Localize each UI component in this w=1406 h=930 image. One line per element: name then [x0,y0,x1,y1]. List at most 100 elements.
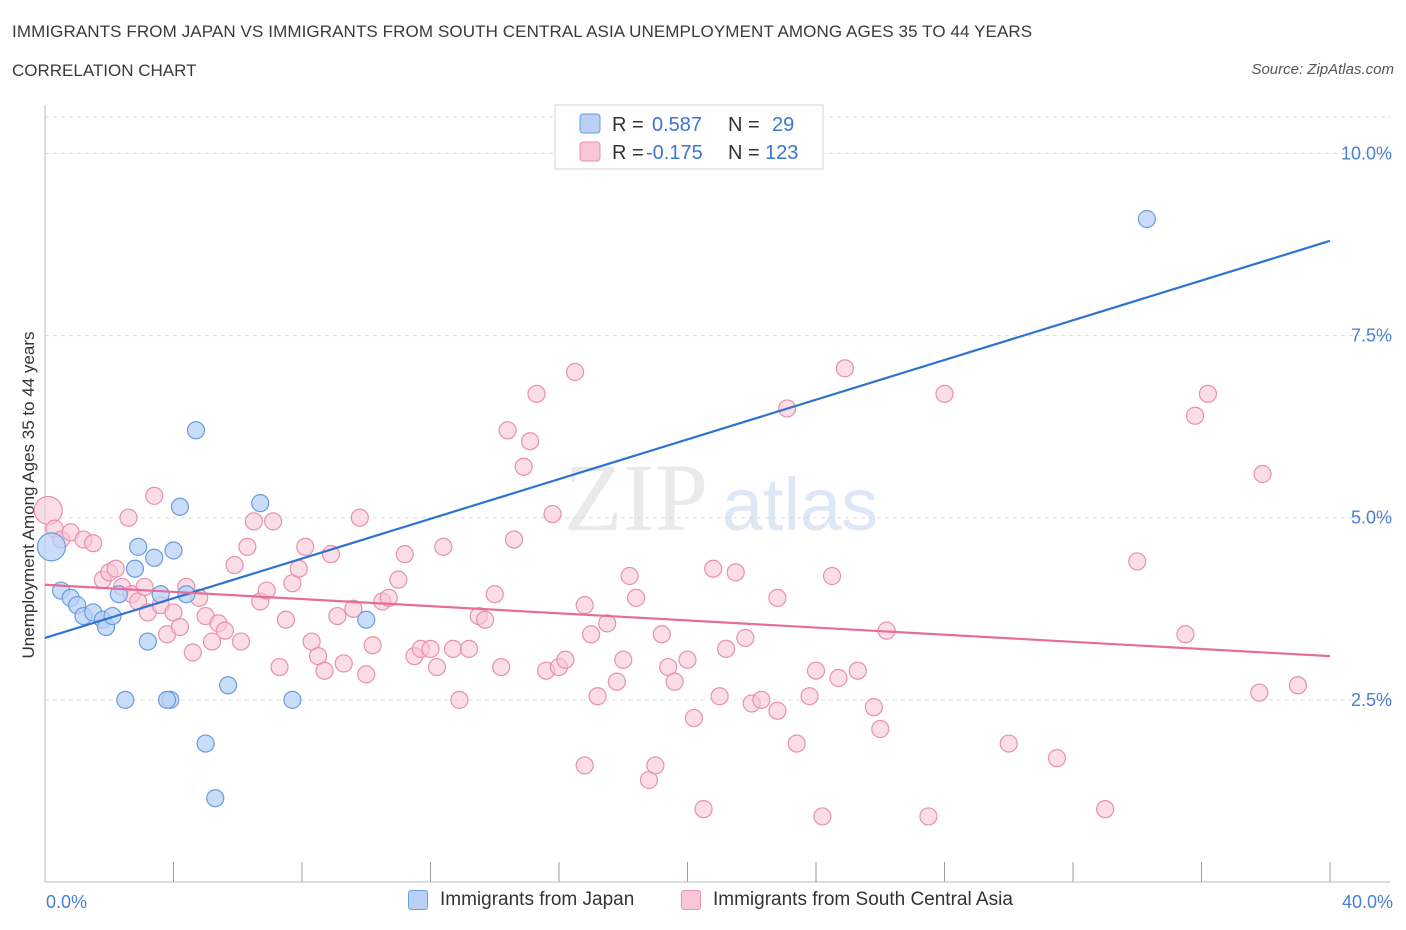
asia-point-81 [620,566,639,586]
asia-point-119 [1198,384,1218,403]
axes [44,105,1390,883]
legend-item-japan: Immigrants from Japan [408,889,634,911]
asia-point-34 [270,657,289,677]
japan-point-22 [251,494,270,513]
asia-point-15 [145,486,164,505]
asia-point-77 [588,687,607,706]
legend-r-value-asia: -0.175 [646,142,703,164]
legend-swatch-asia [579,141,601,162]
asia-point-88 [678,650,697,669]
japan-point-12 [138,632,157,651]
asia-point-59 [450,690,469,709]
series-japan [36,209,1156,808]
asia-point-13 [135,577,154,597]
japan-point-24 [357,610,376,629]
asia-point-102 [806,661,826,680]
asia-point-100 [787,734,806,753]
asia-point-111 [919,807,938,826]
asia-point-66 [504,530,524,549]
legend-n-label-asia: N = [728,142,760,164]
asia-point-5 [84,534,103,553]
japan-point-13 [145,548,164,567]
asia-point-116 [1128,552,1147,571]
japan-point-27 [1137,209,1156,229]
japan-point-20 [206,789,225,808]
legend-item-asia: Immigrants from South Central Asia [681,889,1013,911]
asia-point-74 [565,362,585,382]
asia-point-27 [225,555,244,575]
asia-point-8 [106,559,125,578]
asia-point-56 [427,657,447,677]
y-tick-label-3: 10.0% [1341,143,1392,163]
asia-point-91 [704,559,723,578]
asia-point-44 [334,654,353,673]
asia-point-73 [556,650,575,669]
asia-point-123 [575,756,594,775]
asia-point-58 [443,639,463,658]
legend-n-value-asia: 123 [765,142,798,164]
grid-lines [45,116,1390,701]
japan-point-0 [36,532,67,562]
asia-point-121 [1253,464,1272,484]
japan-point-17 [170,497,190,516]
asia-point-33 [263,512,283,531]
asia-point-65 [498,421,517,440]
asia-point-104 [822,566,842,586]
watermark-zip: ZIP [564,444,708,551]
legend-r-label-japan: R = [612,114,644,136]
asia-point-55 [421,639,440,658]
asia-point-94 [726,563,745,582]
asia-point-107 [848,661,867,680]
asia-point-93 [716,639,736,658]
asia-point-118 [1185,406,1205,425]
asia-point-89 [684,708,704,728]
asia-point-122 [1288,676,1307,695]
asia-point-37 [289,559,308,578]
asia-point-29 [238,537,257,556]
asia-point-32 [257,581,276,600]
asia-point-124 [768,588,787,607]
asia-point-47 [357,665,376,684]
japan-point-25 [116,690,135,709]
chart-subtitle: CORRELATION CHART [12,61,197,80]
asia-point-60 [459,639,479,658]
asia-point-67 [514,457,533,476]
japan-point-15 [164,541,183,560]
y-tick-label-0: 2.5% [1351,690,1392,710]
asia-point-108 [864,698,883,717]
asia-point-80 [614,650,633,669]
asia-point-21 [183,643,202,662]
asia-point-46 [350,508,369,527]
legend-swatch-japan [579,113,601,134]
japan-point-28 [157,690,177,709]
asia-point-76 [582,625,601,644]
japan-point-19 [196,734,215,753]
asia-point-78 [598,614,617,633]
chart-title: IMMIGRANTS FROM JAPAN VS IMMIGRANTS FROM… [12,22,1033,41]
asia-point-68 [520,432,540,451]
legend-n-label-japan: N = [728,114,760,136]
asia-point-24 [202,632,222,651]
trend-lines [44,239,1331,658]
asia-point-115 [1096,800,1115,819]
asia-point-51 [389,570,408,589]
series-south-central-asia [33,359,1307,826]
asia-point-10 [119,508,138,527]
asia-point-97 [752,690,771,709]
asia-point-48 [363,636,382,655]
asia-point-62 [476,610,495,629]
legend-correlation: R = 0.587 N = 29 R = -0.175 N = 123 [554,104,824,170]
asia-point-117 [1176,625,1195,644]
watermark-atlas: atlas [722,463,878,546]
asia-point-98 [768,701,787,720]
asia-point-57 [434,537,453,556]
trend-line-asia [44,583,1331,658]
asia-point-109 [871,719,890,739]
y-axis-label: Unemployment Among Ages 35 to 44 years [19,332,38,659]
asia-point-35 [276,610,296,629]
asia-point-84 [646,756,665,775]
asia-point-113 [999,734,1018,753]
asia-point-69 [527,384,546,403]
asia-point-71 [543,504,562,524]
asia-point-64 [492,657,511,677]
